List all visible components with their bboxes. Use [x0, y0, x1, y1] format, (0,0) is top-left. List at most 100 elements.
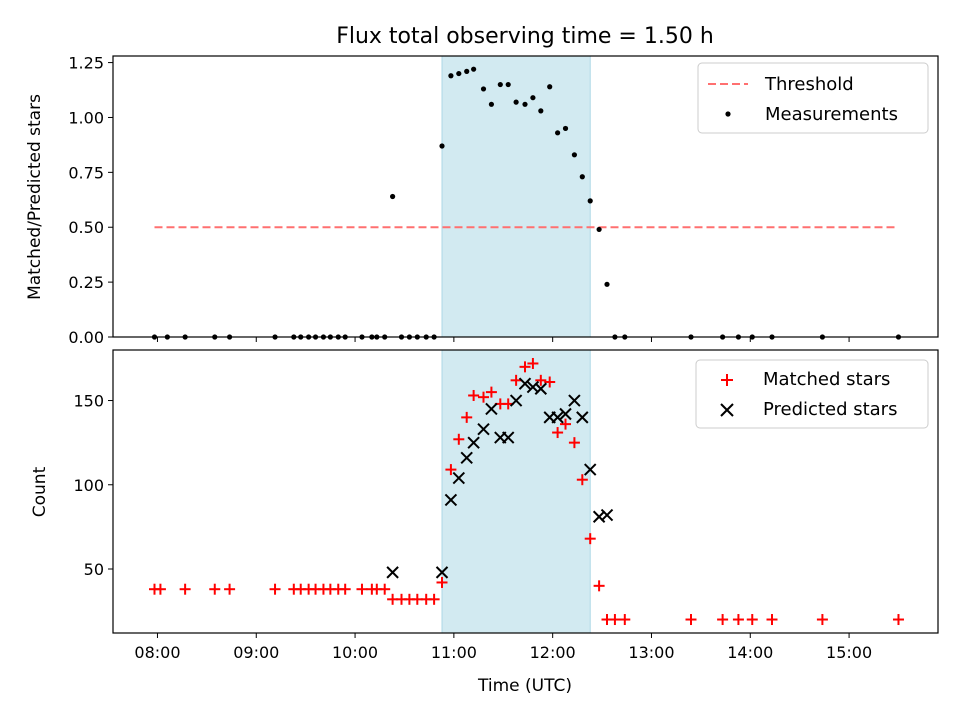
matched-star-point	[154, 583, 166, 595]
top-plot-frame	[112, 55, 939, 338]
measurement-point	[604, 281, 610, 287]
predicted-star-point	[600, 508, 614, 522]
matched-star-point	[269, 583, 281, 595]
measurement-point	[547, 84, 553, 90]
matched-star-point	[209, 583, 221, 595]
top-x-ticks	[156, 337, 850, 342]
x-tick-label: 12:00	[530, 643, 576, 662]
measurement-point	[488, 101, 495, 107]
predicted-star-point	[467, 436, 480, 449]
measurement-point	[587, 198, 593, 204]
bottom-legend: Matched stars Predicted stars	[695, 359, 929, 429]
bottom-y-ticks: 50 100 150	[73, 392, 113, 579]
bottom-y-tick-label: 150	[73, 392, 104, 411]
predicted-star-point	[477, 422, 490, 436]
measurement-point	[579, 174, 585, 180]
legend-matched-swatch	[721, 374, 733, 386]
predicted-star-point	[435, 566, 449, 579]
measurement-point	[596, 226, 602, 233]
x-tick-label: 11:00	[431, 643, 477, 662]
measurement-point	[513, 99, 519, 105]
predicted-star-point	[386, 566, 399, 579]
measurement-point	[456, 70, 462, 77]
bottom-plot-frame	[112, 349, 939, 634]
matched-star-point	[685, 614, 697, 626]
bottom-y-tick-label: 100	[73, 476, 104, 495]
predicted-star-point	[559, 407, 572, 421]
matched-star-point	[609, 614, 621, 626]
predicted-star-point	[444, 493, 458, 507]
matched-star-point	[510, 374, 522, 386]
measurement-point	[505, 81, 511, 88]
matched-star-point	[584, 533, 596, 545]
matched-star-point	[224, 583, 236, 595]
legend-measurements-swatch	[725, 111, 731, 117]
bottom-y-tick-label: 50	[84, 560, 104, 579]
matched-star-point	[478, 391, 490, 403]
measurement-point	[538, 108, 544, 114]
matched-star-point	[535, 374, 547, 386]
x-tick-label: 10:00	[332, 643, 378, 662]
measurement-point	[497, 81, 503, 88]
matched-star-point	[436, 576, 448, 588]
top-y-tick-label: 0.00	[68, 328, 104, 347]
figure-title: Flux total observing time = 1.50 h	[336, 24, 714, 49]
bottom-points-layer	[148, 357, 904, 626]
x-tick-label: 14:00	[727, 643, 773, 662]
predicted-star-point	[592, 510, 606, 523]
matched-star-point	[519, 361, 531, 373]
matched-star-point	[816, 614, 828, 626]
matched-star-point	[445, 464, 457, 476]
bottom-y-axis-label: Count	[30, 466, 50, 517]
x-axis-label: Time (UTC)	[477, 676, 572, 696]
measurement-point	[480, 86, 487, 92]
matched-star-point	[485, 386, 497, 398]
predicted-star-point	[534, 382, 548, 395]
measurement-point	[439, 143, 445, 149]
matched-star-point	[593, 580, 605, 592]
predicted-star-point	[485, 402, 498, 416]
matched-star-point	[568, 437, 580, 449]
matched-star-point	[746, 614, 758, 626]
matched-star-point	[576, 474, 588, 486]
legend-predicted-swatch	[720, 403, 734, 417]
measurement-point	[464, 68, 470, 74]
matched-star-point	[892, 614, 904, 626]
matched-star-point	[766, 614, 778, 626]
predicted-star-point	[509, 394, 523, 407]
top-legend: Threshold Measurements	[697, 62, 929, 134]
matched-star-point	[461, 411, 473, 423]
predicted-star-point	[584, 463, 597, 476]
matched-star-point	[428, 593, 440, 605]
top-panel: 0.00 0.25 0.50 0.75 1.00 1.25 Matched/Predict…	[25, 54, 939, 347]
matched-star-point	[527, 357, 539, 369]
top-y-tick-label: 0.50	[68, 218, 104, 237]
predicted-star-point	[551, 411, 564, 424]
matched-star-point	[717, 614, 729, 626]
matched-star-point	[552, 427, 564, 439]
matched-star-point	[619, 614, 631, 626]
top-y-tick-label: 1.25	[68, 54, 104, 73]
matched-star-point	[356, 583, 368, 595]
top-y-tick-label: 0.25	[68, 273, 104, 292]
measurement-point	[522, 101, 528, 107]
legend-predicted-label: Predicted stars	[763, 399, 897, 420]
predicted-star-point	[576, 411, 589, 424]
top-y-axis-label: Matched/Predicted stars	[25, 94, 45, 300]
measurement-point	[448, 73, 454, 79]
measurement-point	[530, 95, 536, 101]
matched-star-point	[339, 583, 351, 595]
top-shaded-interval	[441, 55, 591, 338]
matched-star-point	[468, 389, 480, 401]
matched-star-point	[732, 614, 744, 626]
top-y-tick-label: 0.75	[68, 163, 104, 182]
x-tick-label: 08:00	[134, 643, 180, 662]
matched-star-point	[179, 583, 191, 595]
x-tick-label: 09:00	[233, 643, 279, 662]
legend-threshold-label: Threshold	[764, 74, 854, 95]
predicted-star-point	[452, 471, 466, 485]
top-y-ticks: 0.00 0.25 0.50 0.75 1.00 1.25	[68, 54, 113, 347]
bottom-legend-frame	[695, 359, 929, 429]
predicted-star-point	[460, 451, 473, 465]
